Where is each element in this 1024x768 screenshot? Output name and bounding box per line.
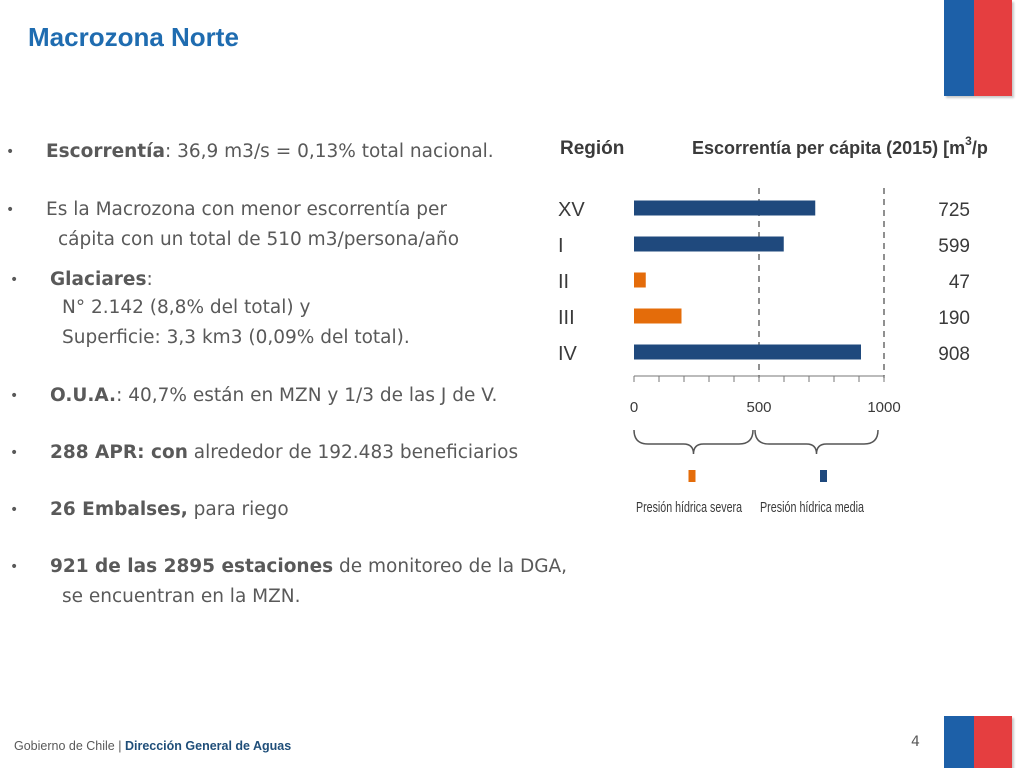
slide-title: Macrozona Norte xyxy=(28,22,239,52)
category-label: XV xyxy=(558,199,585,221)
legend-label: Presión hídrica severa xyxy=(636,499,742,516)
value-label: 190 xyxy=(938,308,970,329)
tick-label: 0 xyxy=(630,399,638,416)
bullet-embalses: 26 Embalses, para riego xyxy=(50,499,289,520)
footer: Gobierno de Chile | Dirección General de… xyxy=(14,739,292,753)
category-label: IV xyxy=(558,343,578,365)
brace-medium xyxy=(754,429,879,455)
flag-red-stripe xyxy=(974,716,1012,768)
chart-title: Escorrentía per cápita (2015) [m3/person… xyxy=(692,134,988,158)
bullet-escorrentia: Escorrentía: 36,9 m3/s = 0,13% total nac… xyxy=(46,141,494,162)
category-label: II xyxy=(558,271,569,293)
page-number: 4 xyxy=(911,734,920,750)
bar xyxy=(634,344,861,360)
chile-flag-top xyxy=(944,0,1012,96)
bullet-glaciares-line3: Superficie: 3,3 km3 (0,09% del total). xyxy=(62,327,410,348)
legend-label: Presión hídrica media xyxy=(760,499,864,516)
bar xyxy=(634,272,646,288)
category-label: I xyxy=(558,235,564,257)
legend-marker xyxy=(688,470,696,482)
bullet-apr: 288 APR: con alrededor de 192.483 benefi… xyxy=(50,442,519,463)
runoff-per-capita-chart: Región Escorrentía per cápita (2015) [m3… xyxy=(558,134,988,516)
flag-blue-stripe xyxy=(944,0,974,96)
bullet-percapita: Es la Macrozona con menor escorrentía pe… xyxy=(46,199,447,220)
chile-flag-bottom xyxy=(944,716,1012,768)
bullet-glaciares-line2: N° 2.142 (8,8% del total) y xyxy=(62,297,311,318)
bullet-oua: O.U.A.: 40,7% están en MZN y 1/3 de las … xyxy=(50,385,498,406)
value-label: 908 xyxy=(938,344,970,365)
bullet-percapita-line2: cápita con un total de 510 m3/persona/añ… xyxy=(58,229,460,250)
bar xyxy=(634,236,784,252)
value-label: 599 xyxy=(938,236,970,257)
flag-blue-stripe xyxy=(944,716,974,768)
flag-red-stripe xyxy=(974,0,1012,96)
bullet-glaciares: Glaciares: xyxy=(50,269,153,290)
bullet-estaciones-line2: se encuentran en la MZN. xyxy=(62,586,301,607)
bullet-estaciones: 921 de las 2895 estaciones de monitoreo … xyxy=(50,556,568,577)
category-label: III xyxy=(558,307,575,329)
tick-label: 1000 xyxy=(867,399,900,416)
value-label: 725 xyxy=(938,200,970,221)
bar xyxy=(634,308,682,324)
bar xyxy=(634,200,816,216)
brace-severe xyxy=(633,429,754,455)
legend-marker xyxy=(820,470,827,482)
chart-row-header: Región xyxy=(560,138,624,159)
bullet-list: • Escorrentía: 36,9 m3/s = 0,13% total n… xyxy=(6,141,568,607)
value-label: 47 xyxy=(949,272,970,293)
tick-label: 500 xyxy=(746,399,771,416)
